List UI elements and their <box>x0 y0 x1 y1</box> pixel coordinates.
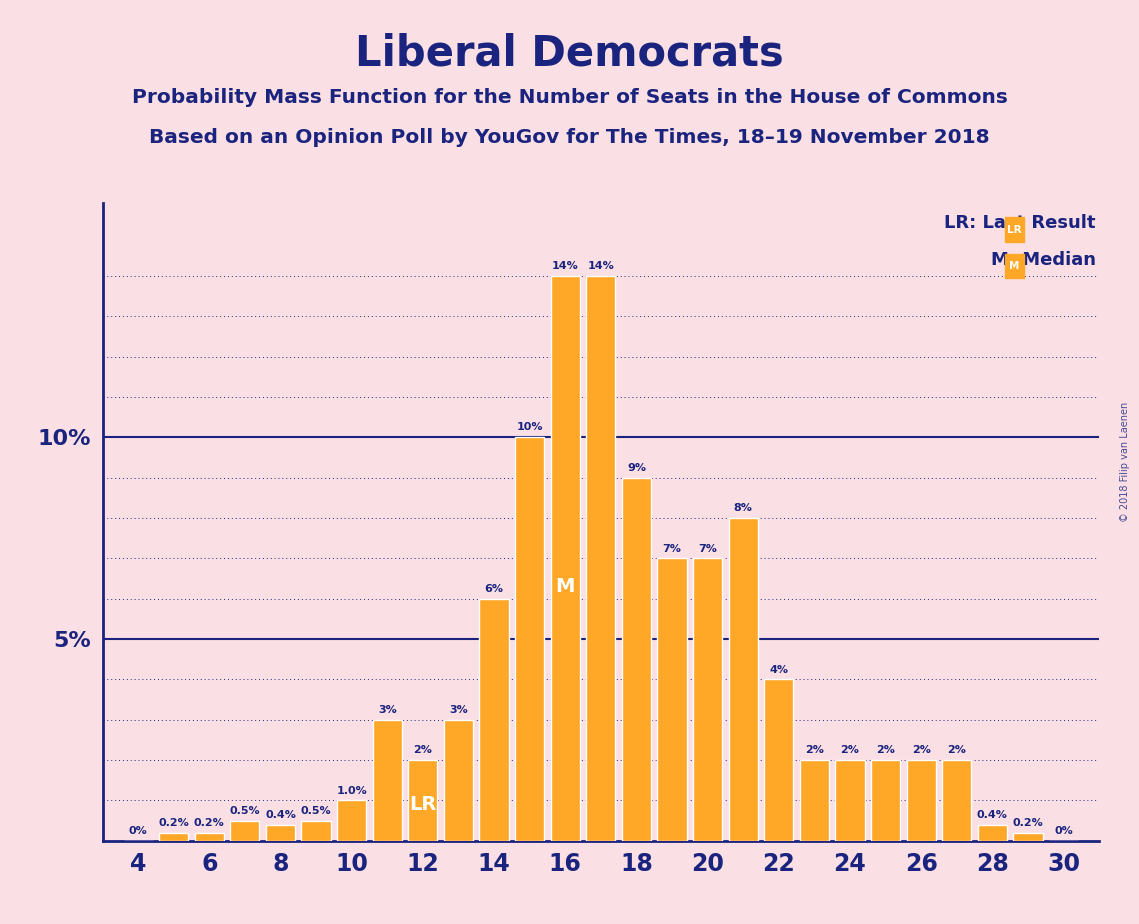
Text: 0%: 0% <box>1055 826 1073 836</box>
Text: Based on an Opinion Poll by YouGov for The Times, 18–19 November 2018: Based on an Opinion Poll by YouGov for T… <box>149 128 990 147</box>
Text: 0.5%: 0.5% <box>230 806 260 816</box>
Bar <box>587 276 615 841</box>
Bar <box>195 833 224 841</box>
Text: 0.4%: 0.4% <box>977 809 1008 820</box>
Bar <box>871 760 900 841</box>
Bar <box>372 720 402 841</box>
Text: © 2018 Filip van Laenen: © 2018 Filip van Laenen <box>1121 402 1130 522</box>
Bar <box>657 558 687 841</box>
Text: 2%: 2% <box>911 746 931 755</box>
Text: M: Median: M: Median <box>991 250 1096 269</box>
Text: 0.2%: 0.2% <box>158 818 189 828</box>
Bar <box>764 679 794 841</box>
Text: 0.2%: 0.2% <box>1013 818 1043 828</box>
Text: LR: Last Result: LR: Last Result <box>944 214 1096 233</box>
Text: 1.0%: 1.0% <box>336 785 367 796</box>
Bar <box>302 821 330 841</box>
Bar <box>622 478 652 841</box>
Bar <box>835 760 865 841</box>
Bar <box>729 518 757 841</box>
Text: 0.4%: 0.4% <box>265 809 296 820</box>
Text: 2%: 2% <box>948 746 966 755</box>
Text: M: M <box>1009 261 1019 271</box>
Bar <box>337 800 367 841</box>
Text: 7%: 7% <box>698 543 718 553</box>
Bar <box>1005 217 1024 241</box>
Bar <box>159 833 188 841</box>
Text: 0%: 0% <box>129 826 147 836</box>
Bar <box>1014 833 1042 841</box>
Text: 10%: 10% <box>516 422 543 432</box>
Bar <box>515 437 544 841</box>
Text: Liberal Democrats: Liberal Democrats <box>355 32 784 74</box>
Text: 2%: 2% <box>805 746 823 755</box>
Bar <box>444 720 473 841</box>
Text: 2%: 2% <box>841 746 860 755</box>
Bar <box>977 825 1007 841</box>
Bar <box>550 276 580 841</box>
Bar <box>693 558 722 841</box>
Text: LR: LR <box>409 795 436 814</box>
Text: 3%: 3% <box>449 705 468 715</box>
Bar <box>265 825 295 841</box>
Bar <box>942 760 972 841</box>
Text: 3%: 3% <box>378 705 396 715</box>
Text: 9%: 9% <box>626 463 646 473</box>
Text: 0.5%: 0.5% <box>301 806 331 816</box>
Text: 4%: 4% <box>769 664 788 675</box>
Text: 8%: 8% <box>734 504 753 513</box>
Text: 6%: 6% <box>484 584 503 594</box>
Bar <box>800 760 829 841</box>
Text: 0.2%: 0.2% <box>194 818 224 828</box>
Text: M: M <box>556 578 575 596</box>
Bar <box>480 599 509 841</box>
Bar <box>408 760 437 841</box>
Bar <box>230 821 260 841</box>
Text: 2%: 2% <box>876 746 895 755</box>
Text: 14%: 14% <box>588 261 614 271</box>
Text: LR: LR <box>1007 225 1022 235</box>
Bar <box>1005 254 1024 278</box>
Bar <box>907 760 936 841</box>
Text: 7%: 7% <box>663 543 681 553</box>
Text: 2%: 2% <box>413 746 433 755</box>
Text: 14%: 14% <box>552 261 579 271</box>
Text: Probability Mass Function for the Number of Seats in the House of Commons: Probability Mass Function for the Number… <box>132 88 1007 107</box>
